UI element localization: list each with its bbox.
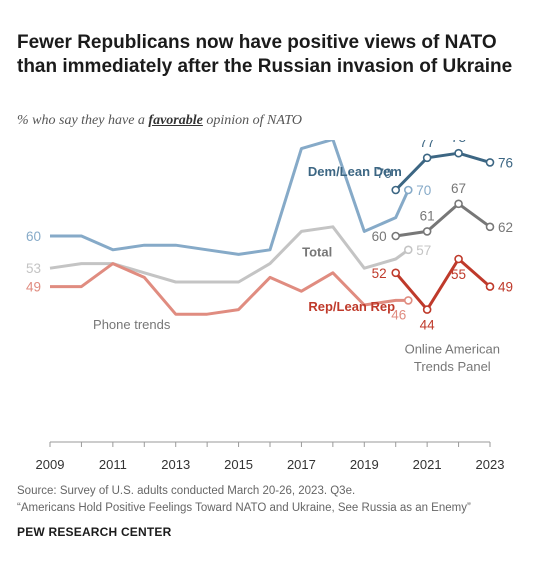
total-online-line [395, 202, 491, 238]
x-tick-label: 2017 [287, 457, 316, 472]
total-online-marker [454, 199, 463, 209]
online-panel-note-line-1: Online American [405, 341, 500, 356]
subtitle-prefix: % who say they have a [17, 113, 145, 128]
rep-phone-end-marker [403, 296, 413, 305]
x-tick-label: 2019 [350, 457, 379, 472]
source-note: Source: Survey of U.S. adults conducted … [17, 483, 471, 517]
rep-series-label: Rep/Lean Rep [308, 299, 395, 314]
dem-online-marker [422, 153, 432, 163]
publisher-brand: PEW RESEARCH CENTER [17, 525, 172, 539]
rep-online-marker [422, 305, 432, 314]
total-value-label: 67 [451, 181, 466, 196]
dem-value-label: 70 [416, 183, 431, 198]
x-tick-label: 2023 [476, 457, 505, 472]
total-value-label: 53 [26, 261, 41, 276]
dem-phone-line [50, 140, 410, 256]
dem-online-marker [391, 185, 401, 195]
x-tick-label: 2015 [224, 457, 253, 472]
rep-online-marker [454, 254, 463, 264]
total-online-marker [485, 222, 495, 232]
dem-value-label: 76 [498, 155, 513, 170]
rep-value-label: 46 [391, 307, 406, 322]
dem-online-line [394, 151, 491, 192]
online-panel-note-line-2: Trends Panel [414, 359, 491, 374]
chart-subtitle: % who say they have a favorable opinion … [17, 113, 302, 129]
dem-online-marker [485, 158, 495, 167]
rep-value-label: 49 [26, 280, 41, 295]
rep-online-marker [391, 268, 401, 278]
total-phone-end-marker [403, 245, 413, 255]
source-line-1: Source: Survey of U.S. adults conducted … [17, 485, 356, 497]
total-online-marker [422, 227, 432, 236]
chart-title: Fewer Republicans now have positive view… [17, 32, 513, 77]
rep-value-label: 52 [372, 266, 387, 281]
total-value-label: 57 [416, 243, 431, 258]
dem-online-marker [454, 148, 463, 158]
rep-online-line [394, 257, 491, 312]
dem-value-label: 70 [377, 166, 392, 181]
subtitle-emphasis: favorable [148, 113, 203, 128]
rep-value-label: 49 [498, 280, 513, 295]
phone-trends-note: Phone trends [93, 317, 171, 332]
rep-online-marker [485, 282, 495, 291]
total-value-label: 61 [420, 208, 435, 223]
rep-phone-line [50, 262, 409, 316]
dem-value-label: 78 [451, 140, 466, 145]
dem-value-label: 77 [420, 140, 435, 150]
line-chart: 2009 2011 2013 2015 2017 2019 2021 2023 60 70 70 77… [26, 140, 513, 472]
rep-value-label: 55 [451, 267, 466, 282]
x-tick-label: 2009 [36, 457, 65, 472]
subtitle-suffix: opinion of NATO [206, 113, 303, 128]
total-online-marker [391, 231, 401, 241]
dem-phone-end-marker [403, 185, 413, 195]
dem-series-label: Dem/Lean Dem [308, 164, 402, 179]
x-tick-label: 2021 [413, 457, 442, 472]
rep-value-label: 44 [420, 318, 436, 333]
x-tick-label: 2011 [99, 457, 127, 472]
x-tick-label: 2013 [161, 457, 190, 472]
total-value-label: 60 [372, 229, 387, 244]
total-value-label: 62 [498, 220, 513, 235]
dem-value-label: 60 [26, 229, 41, 244]
source-line-2: “Americans Hold Positive Feelings Toward… [17, 502, 471, 514]
total-series-label: Total [302, 245, 332, 260]
